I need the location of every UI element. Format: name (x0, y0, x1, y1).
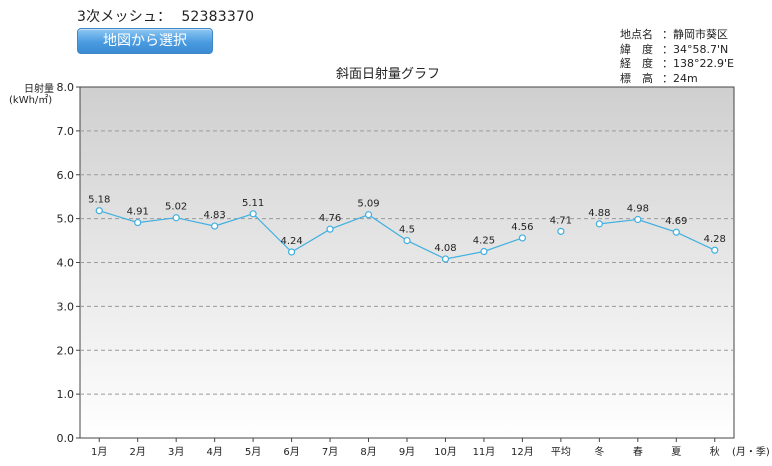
mesh-value: 52383370 (181, 9, 255, 25)
data-label: 4.76 (319, 213, 341, 224)
data-point (634, 215, 642, 224)
location-value: 34°58.7'N (673, 42, 729, 56)
y-tick-label: 4.0 (57, 257, 75, 270)
data-point (595, 220, 603, 228)
data-label: 4.08 (434, 243, 456, 254)
y-tick-label: 1.0 (57, 388, 75, 401)
data-point (287, 248, 296, 256)
data-label: 5.02 (165, 202, 187, 213)
data-label: 4.98 (627, 204, 649, 215)
data-point (403, 236, 411, 245)
series-line (99, 210, 523, 260)
data-point (134, 218, 142, 227)
x-tick-label: 2月 (130, 446, 146, 458)
data-label: 4.69 (665, 216, 687, 227)
select-from-map-button[interactable]: 地図から選択 (77, 28, 213, 54)
data-label: 4.28 (704, 234, 726, 245)
data-label: 4.91 (127, 207, 149, 218)
chart-title: 斜面日射量グラフ (336, 66, 440, 82)
data-label: 5.11 (242, 198, 264, 209)
x-tick-label: 夏 (671, 446, 681, 458)
location-row: 緯 度：34°58.7'N (620, 42, 729, 56)
data-point (557, 227, 565, 235)
location-key: 標 高 (620, 71, 653, 85)
location-value: 24m (673, 71, 698, 85)
x-tick-label: 8月 (360, 446, 376, 458)
y-axis-label: 日射量 (24, 83, 54, 95)
location-value: 静岡市葵区 (673, 28, 728, 41)
x-axis-unit: (月・季) (732, 446, 770, 458)
x-tick-label: 6月 (283, 446, 299, 458)
data-point (518, 234, 527, 242)
y-tick-label: 3.0 (57, 300, 75, 313)
x-tick-label: 平均 (551, 446, 571, 458)
series-line (599, 218, 716, 251)
y-tick-label: 8.0 (57, 81, 75, 94)
mesh-code: 3次メッシュ： 52383370 (77, 6, 254, 26)
location-key: 経 度 (620, 57, 653, 70)
data-point (364, 211, 373, 219)
location-row: 地点名 ：静岡市葵区 (620, 28, 728, 41)
data-point (211, 222, 219, 230)
x-tick-label: 春 (633, 446, 643, 458)
x-tick-label: 秋 (710, 445, 720, 458)
data-point (95, 207, 103, 215)
x-tick-label: 9月 (399, 446, 415, 458)
x-tick-label: 10月 (434, 446, 457, 458)
location-row: 標 高：24m (620, 71, 698, 85)
data-label: 4.88 (588, 208, 610, 219)
data-label: 4.56 (511, 222, 533, 233)
x-tick-label: 12月 (511, 446, 534, 458)
data-label: 4.24 (280, 236, 302, 247)
mesh-label: 3次メッシュ： (77, 9, 172, 25)
x-tick-label: 4月 (206, 446, 222, 458)
data-point (711, 246, 719, 254)
y-tick-label: 6.0 (57, 169, 75, 182)
x-tick-label: 7月 (322, 446, 338, 458)
location-key: 地点名 (620, 28, 653, 41)
data-label: 4.5 (399, 225, 415, 236)
x-tick-label: 5月 (245, 446, 261, 458)
data-label: 5.09 (357, 199, 379, 210)
x-tick-label: 11月 (473, 446, 496, 458)
data-label: 4.83 (204, 210, 226, 221)
location-key: 緯 度 (620, 42, 653, 56)
x-tick-label: 3月 (168, 446, 184, 458)
x-tick-label: 冬 (594, 445, 604, 458)
x-tick-label: 1月 (91, 446, 107, 458)
data-label: 5.18 (88, 195, 110, 206)
y-tick-label: 7.0 (57, 125, 75, 138)
location-value: 138°22.9'E (673, 57, 734, 70)
y-axis-unit: (kWh/㎡) (9, 94, 52, 106)
location-row: 経 度：138°22.9'E (620, 57, 734, 70)
data-point (172, 214, 180, 222)
data-label: 4.25 (473, 236, 495, 247)
data-point (249, 210, 257, 218)
y-tick-label: 5.0 (57, 213, 75, 226)
y-tick-label: 0.0 (57, 432, 75, 445)
y-tick-label: 2.0 (57, 344, 75, 357)
data-point (441, 255, 450, 263)
data-label: 4.71 (550, 215, 572, 226)
data-point (480, 247, 488, 256)
data-point (672, 228, 680, 236)
data-point (326, 225, 334, 233)
location-info: 地点名 ：静岡市葵区 緯 度：34°58.7'N 経 度：138°22.9'E 標… (620, 28, 734, 86)
